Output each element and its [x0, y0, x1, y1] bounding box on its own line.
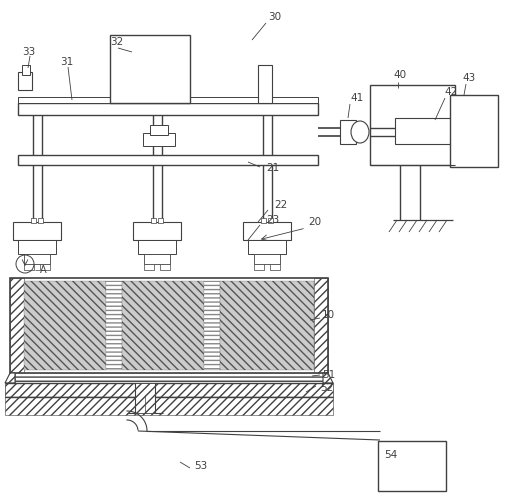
Bar — [268, 218, 273, 223]
Polygon shape — [323, 373, 333, 383]
Bar — [135, 383, 155, 413]
Text: 43: 43 — [462, 73, 475, 83]
Bar — [243, 222, 291, 240]
Bar — [395, 118, 455, 144]
Text: A: A — [40, 265, 46, 275]
Bar — [378, 441, 446, 491]
Text: 40: 40 — [393, 70, 406, 80]
Bar — [10, 278, 24, 373]
Bar — [40, 264, 50, 270]
Bar — [106, 281, 122, 370]
Text: 42: 42 — [444, 87, 457, 97]
Bar — [5, 383, 333, 397]
Bar — [18, 103, 318, 115]
Bar — [24, 281, 106, 370]
Bar — [144, 264, 154, 270]
Text: 30: 30 — [268, 12, 281, 22]
Bar — [314, 278, 328, 373]
Ellipse shape — [351, 121, 369, 143]
Bar — [133, 222, 181, 240]
Bar — [144, 254, 170, 264]
Bar — [150, 125, 168, 135]
Text: 51: 51 — [322, 370, 335, 380]
Bar — [158, 218, 163, 223]
Bar — [370, 85, 455, 165]
Bar — [10, 278, 328, 373]
Text: 41: 41 — [350, 93, 363, 103]
Text: 54: 54 — [384, 450, 397, 460]
Bar — [24, 254, 50, 264]
Text: 23: 23 — [266, 215, 279, 225]
Bar — [15, 373, 323, 383]
Bar — [248, 240, 286, 254]
Text: 21: 21 — [266, 163, 279, 173]
Text: 31: 31 — [60, 57, 73, 67]
Text: 52: 52 — [320, 383, 333, 393]
Bar — [204, 281, 220, 370]
Bar — [122, 281, 204, 370]
Text: 10: 10 — [322, 310, 335, 320]
Bar — [254, 264, 264, 270]
Text: 22: 22 — [274, 200, 287, 210]
Bar — [18, 155, 318, 165]
Bar — [160, 264, 170, 270]
Bar — [450, 95, 498, 167]
Bar — [18, 240, 56, 254]
Bar — [151, 218, 156, 223]
Bar — [220, 281, 314, 370]
Bar — [22, 65, 30, 75]
Bar — [138, 240, 176, 254]
Bar — [270, 264, 280, 270]
Text: 33: 33 — [22, 47, 35, 57]
Bar — [13, 222, 61, 240]
Bar — [18, 97, 318, 103]
Bar — [18, 72, 32, 90]
Polygon shape — [5, 373, 15, 383]
Bar — [5, 397, 333, 415]
Text: 53: 53 — [194, 461, 207, 471]
Bar — [38, 218, 43, 223]
Text: 32: 32 — [110, 37, 123, 47]
Bar — [31, 218, 36, 223]
Text: 20: 20 — [308, 217, 321, 227]
Bar — [24, 264, 34, 270]
Bar — [258, 65, 272, 103]
Bar — [110, 35, 190, 103]
Bar — [143, 133, 175, 146]
Bar — [254, 254, 280, 264]
Bar — [261, 218, 266, 223]
Bar — [340, 120, 356, 144]
